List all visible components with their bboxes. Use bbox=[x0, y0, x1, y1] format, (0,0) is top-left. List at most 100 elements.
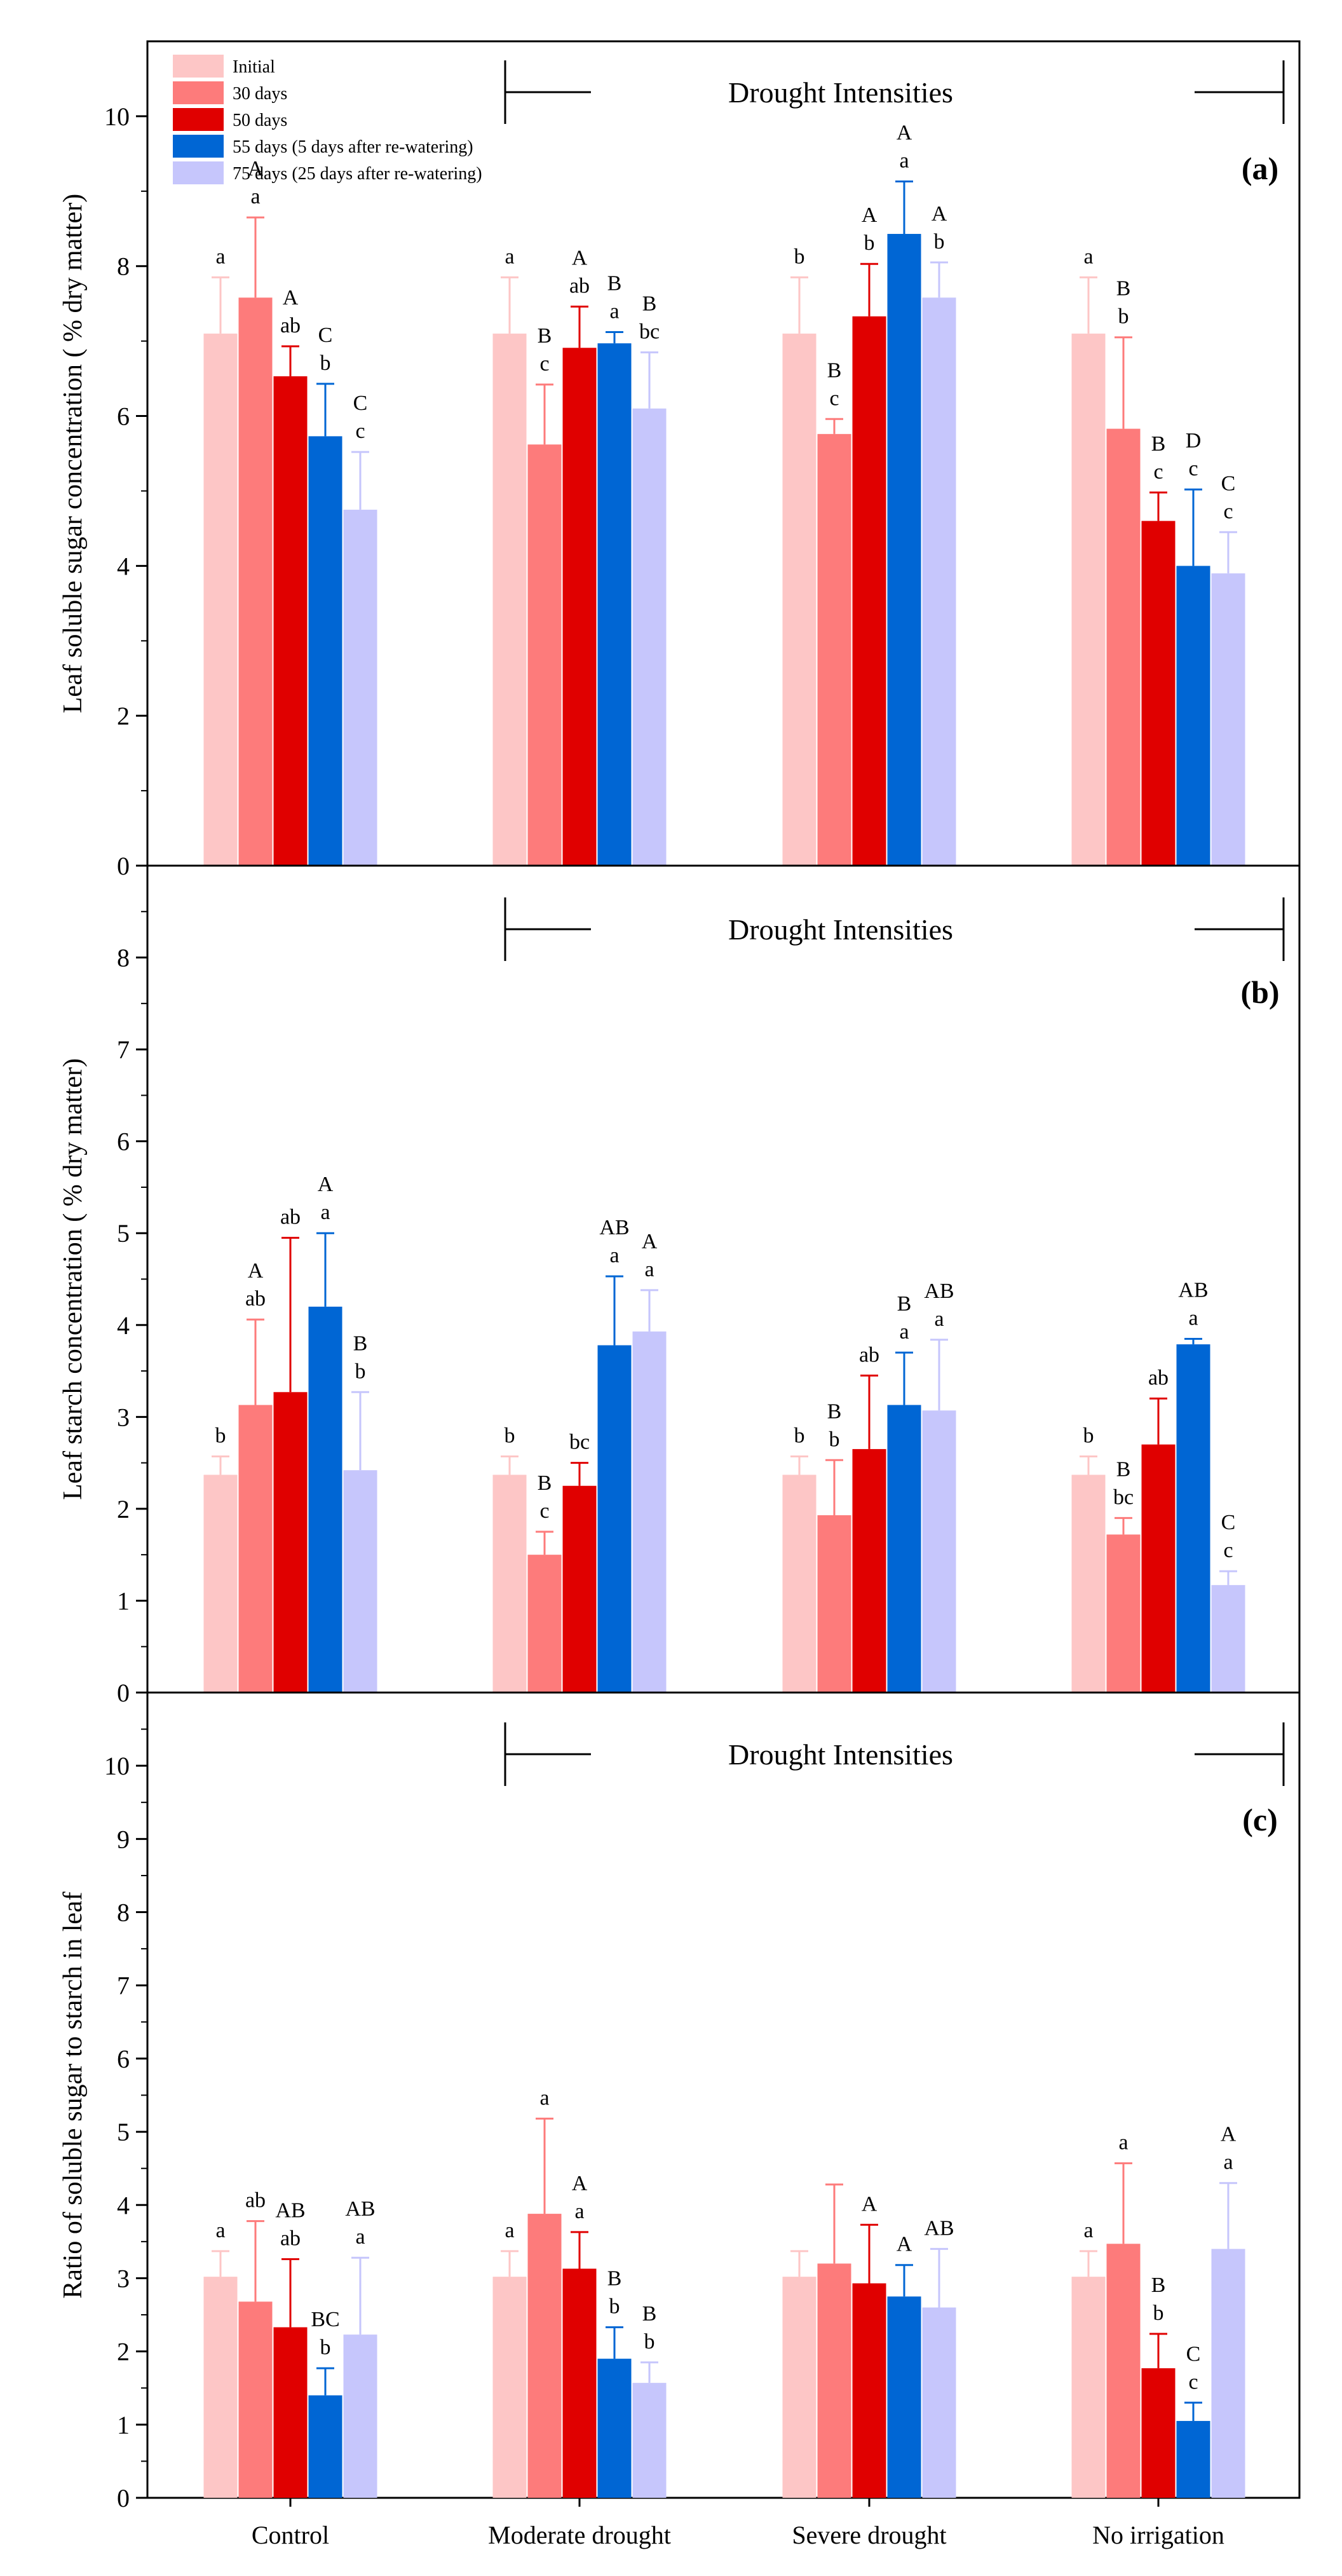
bar-2-1 bbox=[238, 297, 273, 866]
significance-label: c bbox=[829, 386, 839, 410]
bar-5-1 bbox=[343, 1470, 377, 1693]
significance-label: AB bbox=[275, 2199, 305, 2223]
significance-label: b bbox=[355, 1360, 366, 1383]
bar-1-2 bbox=[492, 1475, 527, 1693]
panel-b: 0 1 2 3 4 5 6 7 8 Leaf starch concentration ( % d… bbox=[58, 864, 1301, 1707]
significance-label: a bbox=[934, 1307, 944, 1331]
bar-3-2 bbox=[562, 2268, 597, 2498]
legend: Initial 30 days 50 days 55 days (5 days aft… bbox=[173, 55, 482, 184]
y-tick-label: 7 bbox=[117, 1972, 130, 2000]
significance-label: C bbox=[353, 392, 368, 415]
significance-label: ab bbox=[1148, 1366, 1169, 1389]
significance-label: B bbox=[827, 1400, 842, 1423]
significance-label: AB bbox=[924, 1279, 954, 1303]
significance-label: b bbox=[320, 2336, 331, 2359]
bar-2-4 bbox=[1106, 1534, 1141, 1693]
significance-label: a bbox=[644, 1258, 654, 1281]
significance-label: bc bbox=[569, 1431, 590, 1454]
y-axis-title: Leaf soluble sugar concentration ( % dry… bbox=[58, 194, 88, 714]
significance-label: AB bbox=[345, 2197, 375, 2221]
y-tick-label: 8 bbox=[117, 252, 130, 281]
y-tick-label: 8 bbox=[117, 944, 130, 972]
y-tick-label: 4 bbox=[117, 2191, 130, 2219]
legend-label: 30 days bbox=[233, 84, 287, 104]
significance-label: a bbox=[539, 2086, 549, 2109]
significance-label: AB bbox=[924, 2216, 954, 2240]
significance-label: B bbox=[1116, 1457, 1131, 1481]
y-tick-label: 10 bbox=[104, 1752, 130, 1780]
significance-label: b bbox=[1083, 1424, 1094, 1447]
bar-5-1 bbox=[343, 2334, 377, 2498]
significance-label: c bbox=[539, 1499, 549, 1523]
significance-label: c bbox=[1188, 2370, 1198, 2394]
significance-label: ab bbox=[245, 2189, 266, 2212]
bar-4-4 bbox=[1176, 2421, 1210, 2498]
significance-label: B bbox=[1151, 2273, 1166, 2297]
significance-label: A bbox=[318, 1173, 334, 1196]
significance-label: a bbox=[1188, 1306, 1198, 1330]
significance-label: A bbox=[572, 2172, 588, 2195]
x-category-label: Moderate drought bbox=[488, 2521, 671, 2549]
bar-5-4 bbox=[1211, 1584, 1245, 1693]
significance-label: a bbox=[505, 245, 514, 268]
y-tick-label: 2 bbox=[117, 702, 130, 730]
bar-3-3 bbox=[852, 2283, 886, 2498]
bar-3-3 bbox=[852, 1448, 886, 1693]
panel-label: (c) bbox=[1242, 1802, 1278, 1837]
significance-label: a bbox=[609, 1244, 619, 1267]
significance-label: a bbox=[1223, 2151, 1233, 2174]
significance-label: C bbox=[1221, 1511, 1236, 1534]
y-axis-title: Ratio of soluble sugar to starch in leaf bbox=[58, 1891, 88, 2298]
significance-label: C bbox=[1221, 472, 1236, 495]
significance-label: B bbox=[538, 1471, 552, 1495]
bar-4-1 bbox=[308, 2395, 342, 2498]
bar-1-1 bbox=[203, 333, 238, 866]
significance-label: ab bbox=[280, 314, 301, 337]
significance-label: a bbox=[215, 245, 225, 268]
y-tick-label: 0 bbox=[117, 2484, 130, 2512]
y-tick-label: 3 bbox=[117, 2264, 130, 2293]
significance-label: b bbox=[829, 1428, 840, 1451]
bar-4-1 bbox=[308, 1306, 342, 1693]
legend-swatch bbox=[173, 81, 224, 104]
bar-2-2 bbox=[527, 444, 562, 866]
significance-label: B bbox=[607, 271, 622, 295]
significance-label: a bbox=[1083, 245, 1093, 268]
legend-label: Initial bbox=[233, 57, 275, 77]
drought-intensities-annotation: Drought Intensities bbox=[504, 897, 1285, 961]
significance-label: c bbox=[539, 352, 549, 376]
significance-label: ab bbox=[859, 1343, 879, 1366]
annotation-text: Drought Intensities bbox=[728, 76, 953, 109]
significance-label: b bbox=[505, 1424, 515, 1447]
bar-1-1 bbox=[203, 2277, 238, 2498]
y-tick-label: 5 bbox=[117, 1219, 130, 1248]
bar-1-4 bbox=[1071, 333, 1106, 866]
bar-3-1 bbox=[273, 376, 308, 866]
significance-label: D bbox=[1186, 429, 1202, 453]
significance-label: ab bbox=[280, 2227, 301, 2251]
significance-label: b bbox=[864, 231, 875, 255]
significance-label: A bbox=[642, 1230, 658, 1253]
bar-2-2 bbox=[527, 1555, 562, 1693]
significance-label: A bbox=[862, 203, 878, 227]
significance-label: a bbox=[1083, 2219, 1093, 2242]
significance-label: B bbox=[642, 2302, 657, 2326]
significance-label: a bbox=[574, 2200, 584, 2223]
x-category-label: No irrigation bbox=[1092, 2521, 1224, 2549]
significance-label: A bbox=[572, 246, 588, 269]
y-tick-label: 10 bbox=[104, 102, 130, 131]
bar-4-1 bbox=[308, 436, 342, 866]
bar-2-4 bbox=[1106, 428, 1141, 866]
bar-4-4 bbox=[1176, 566, 1210, 866]
bar-4-4 bbox=[1176, 1344, 1210, 1693]
bar-3-3 bbox=[852, 316, 886, 866]
significance-label: b bbox=[215, 1424, 226, 1447]
significance-label: B bbox=[642, 292, 657, 315]
significance-label: B bbox=[353, 1332, 368, 1355]
bar-1-4 bbox=[1071, 1475, 1106, 1693]
bar-3-4 bbox=[1141, 521, 1176, 866]
bar-1-3 bbox=[782, 333, 817, 866]
y-tick-label: 6 bbox=[117, 1128, 130, 1156]
significance-label: ab bbox=[245, 1287, 266, 1311]
